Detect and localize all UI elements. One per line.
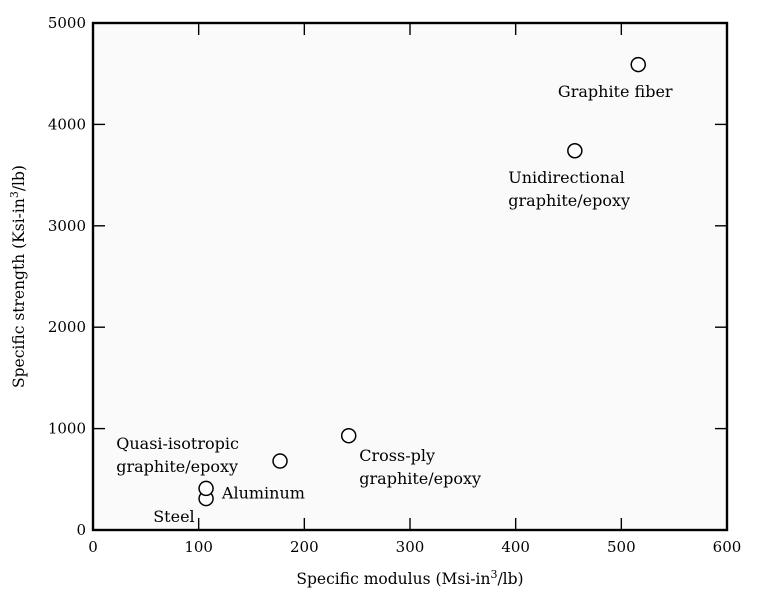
y-tick-label: 1000 [48,420,86,438]
axis-title-tail: /lb) [497,570,523,588]
x-tick-label: 300 [396,538,425,556]
y-tick-label: 2000 [48,318,86,336]
point-annotation: Unidirectional graphite/epoxy [508,168,630,210]
data-point [567,143,583,159]
annotation-line: Graphite fiber [558,82,673,101]
x-tick-label: 0 [88,538,98,556]
x-tick-label: 500 [607,538,636,556]
axis-title-text: Specific modulus (Msi-in [296,570,490,588]
axis-title-tail: /lb) [10,165,28,191]
annotation-line: Quasi-isotropic [116,434,239,453]
point-annotation: Aluminum [221,484,305,503]
x-tick-label: 400 [501,538,530,556]
annotation-line: graphite/epoxy [359,469,481,488]
point-annotation: Quasi-isotropic graphite/epoxy [116,434,239,476]
annotation-line: Aluminum [221,484,305,503]
annotation-line: Unidirectional [508,168,624,187]
annotation-line: graphite/epoxy [508,191,630,210]
data-point [630,56,646,73]
data-point [198,480,214,497]
y-tick-label: 5000 [48,14,86,32]
x-tick-label: 100 [184,538,213,556]
y-tick-label: 0 [76,521,86,539]
axis-title-superscript: 3 [8,191,21,198]
point-annotation: Steel [153,507,194,526]
data-point [272,453,288,469]
plot-area [93,23,727,530]
point-annotation: Graphite fiber [558,82,673,101]
y-axis-title: Specific strength (Ksi-in3/lb) [8,165,28,388]
x-axis-title: Specific modulus (Msi-in3/lb) [296,568,523,588]
x-tick-label: 600 [713,538,742,556]
x-tick-label: 200 [290,538,319,556]
axis-title-text: Specific strength (Ksi-in [10,198,28,388]
axis-title-superscript: 3 [490,568,497,581]
annotation-line: Steel [153,507,194,526]
y-tick-label: 3000 [48,217,86,235]
annotation-line: Cross-ply [359,446,435,465]
point-annotation: Cross-ply graphite/epoxy [359,446,481,488]
annotation-line: graphite/epoxy [116,457,238,476]
data-point [340,427,357,444]
y-tick-label: 4000 [48,115,86,133]
